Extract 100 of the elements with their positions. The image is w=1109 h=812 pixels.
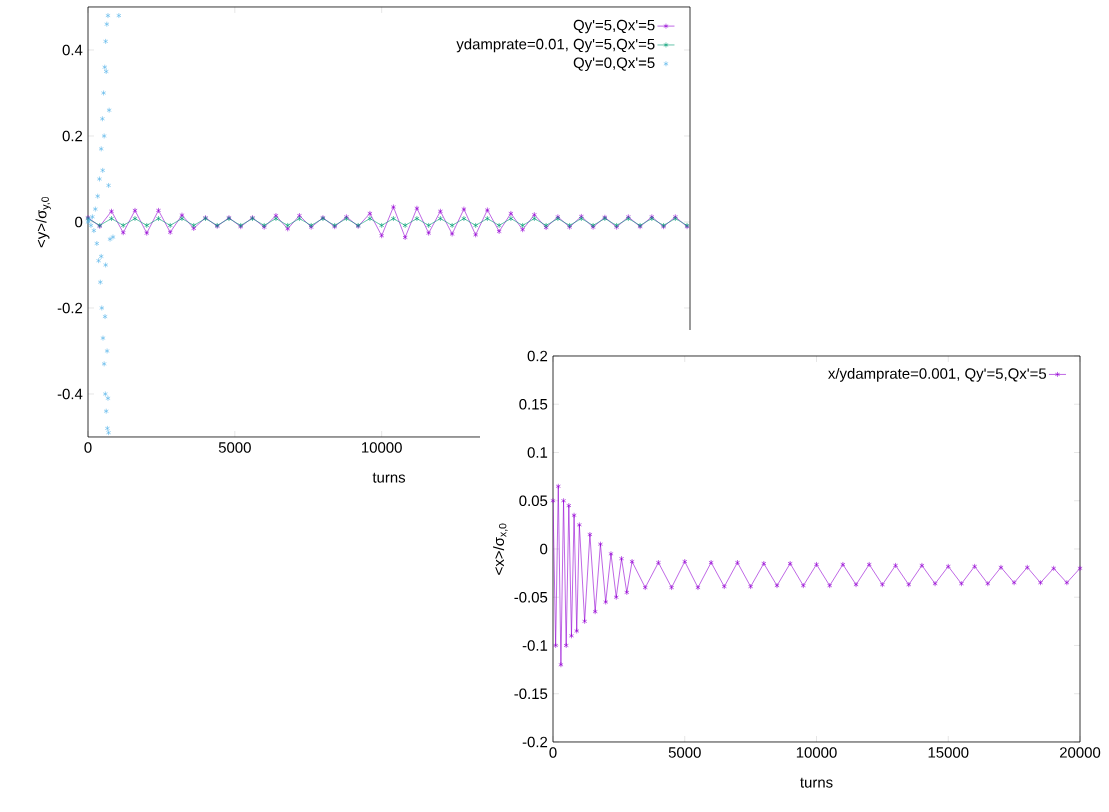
point [561,497,567,504]
point [426,222,432,229]
point [619,555,624,562]
point [827,582,833,589]
point [120,222,126,229]
point [496,228,502,235]
point [104,21,110,27]
point [179,212,185,218]
point [761,560,767,567]
point [98,146,104,152]
y-tick-label: 0.4 [62,44,83,56]
point [682,558,688,565]
point [919,562,925,569]
point [426,230,432,236]
point [106,182,112,189]
point [285,226,291,232]
legend-label: Qy'=0,Qx'=5 [573,57,655,71]
point [144,230,150,236]
point [449,222,455,229]
point [99,305,105,311]
y-tick-label: 0 [540,543,548,555]
point [563,642,569,649]
y-tick-label: -0.4 [57,388,83,400]
y-tick-label: 0.2 [62,130,83,142]
x-tick-label: 5000 [668,747,701,758]
point [985,580,991,587]
point [553,642,559,649]
point [103,262,109,268]
point [167,222,173,229]
point [285,222,291,229]
point [592,608,598,615]
point [814,561,819,568]
y-tick-label: 0.2 [527,350,548,362]
x-axis-title: turns [372,472,406,483]
point [132,215,138,222]
x-tick-label: 15000 [928,747,969,758]
point [100,335,106,341]
point [866,561,872,568]
point [1064,579,1070,586]
point [879,581,885,588]
point [1011,579,1017,586]
x-tick-label: 0 [549,747,557,758]
point [437,208,443,215]
point [576,522,582,528]
point [853,581,859,588]
point [100,167,106,174]
point [508,210,514,217]
point [508,215,514,222]
point [109,215,114,222]
point [107,236,113,242]
point [624,589,630,596]
point [437,215,443,222]
point [840,561,846,568]
x-axis-title: turns [800,777,833,788]
point [972,563,978,570]
point [587,531,593,538]
point [414,205,420,212]
x-tick-label: 20000 [1059,747,1101,758]
point [106,429,112,436]
point [597,541,603,547]
point [800,582,806,589]
point [97,279,103,285]
point [748,583,754,590]
point [390,215,396,222]
point [473,222,479,229]
point [179,215,185,222]
point [402,234,408,241]
point [101,133,107,139]
point [945,563,951,570]
point [110,234,116,240]
x-tick-label: 5000 [218,442,251,453]
point [774,582,780,589]
point [608,551,614,557]
point [520,226,526,233]
point [106,107,112,113]
point [906,581,912,588]
point [367,215,373,222]
point [932,580,938,587]
point [167,229,173,236]
point [655,559,661,566]
point [144,222,150,229]
point [104,348,110,354]
point [893,562,899,569]
y-axis-title: <x>/σ$_{x,0}$ [493,523,508,575]
point [531,215,537,222]
point [473,232,479,238]
point [958,580,964,587]
point [95,193,101,199]
point [555,483,561,490]
point [132,207,138,214]
y-tick-label: -0.05 [514,591,548,603]
point [103,68,109,75]
y-axis-title: <y>/σ$_{y,0}$ [35,196,51,248]
point [156,215,161,222]
x-tick-label: 0 [84,442,92,453]
point [105,395,111,402]
point [97,176,102,182]
point [998,564,1004,571]
point [109,208,114,215]
point [531,211,537,218]
